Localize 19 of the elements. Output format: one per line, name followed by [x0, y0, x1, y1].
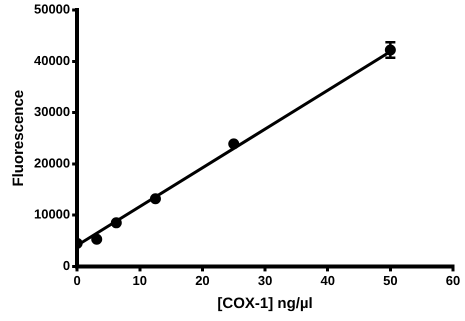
x-axis-title: [COX-1] ng/µl	[217, 295, 313, 312]
y-tick-label: 0	[62, 258, 70, 273]
point	[228, 138, 240, 150]
x-tick-label: 50	[383, 272, 398, 288]
x-tick-label: 10	[132, 272, 148, 288]
x-tick-label: 40	[320, 272, 335, 288]
x-tick-label: 0	[74, 272, 81, 288]
y-tick-label: 40000	[34, 52, 70, 68]
y-axis-title: Fluorescence	[10, 90, 28, 187]
point	[150, 193, 161, 204]
x-tick-label: 20	[195, 272, 210, 288]
x-tick-label: 60	[446, 272, 460, 288]
point	[91, 234, 102, 245]
y-tick-label: 10000	[34, 206, 70, 222]
y-tick-label: 30000	[34, 104, 70, 120]
x-tick-label: 30	[258, 272, 272, 288]
y-tick-label: 50000	[34, 2, 70, 17]
point	[110, 217, 122, 228]
y-tick-label: 20000	[34, 155, 70, 170]
